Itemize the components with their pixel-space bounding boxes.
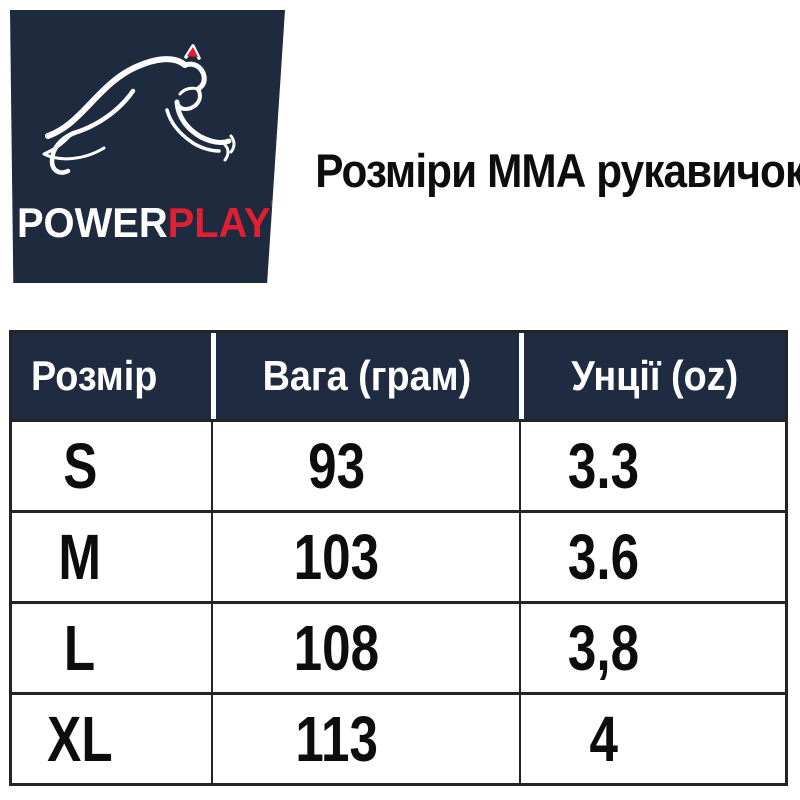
- column-header-weight: Вага (грам): [211, 333, 519, 419]
- weight-cell: 108: [211, 601, 519, 692]
- size-cell: L: [12, 601, 212, 692]
- oz-cell: 3.6: [518, 510, 785, 601]
- brand-power-text: POWER: [16, 199, 168, 246]
- red-ear-accent: [187, 47, 198, 57]
- page-title: Розміри ММА рукавичок: [315, 144, 800, 197]
- column-header-ounces: Унції (oz): [518, 333, 785, 419]
- weight-cell: 103: [211, 510, 519, 601]
- oz-cell: 3,8: [518, 601, 785, 692]
- table-row: XL 113 4: [12, 692, 785, 783]
- panther-icon: [42, 44, 236, 175]
- oz-cell: 4: [518, 692, 785, 783]
- registered-trademark-icon: ®: [270, 196, 281, 213]
- size-cell: S: [12, 419, 212, 510]
- weight-cell: 93: [211, 419, 519, 510]
- size-cell: M: [12, 510, 212, 601]
- oz-cell: 3.3: [518, 419, 785, 510]
- brand-wordmark: POWERPLAY®: [10, 196, 281, 247]
- brand-logo-block: POWERPLAY®: [10, 10, 285, 283]
- size-table: Розмір Вага (грам) Унції (oz) S 93 3.3 M…: [9, 330, 788, 786]
- brand-play-text: PLAY: [167, 199, 271, 246]
- table-row: S 93 3.3: [12, 419, 785, 510]
- weight-cell: 113: [211, 692, 519, 783]
- table-row: M 103 3.6: [12, 510, 785, 601]
- table-row: L 108 3,8: [12, 601, 785, 692]
- column-header-size: Розмір: [12, 333, 212, 419]
- size-cell: XL: [12, 692, 212, 783]
- table-header-row: Розмір Вага (грам) Унції (oz): [12, 333, 785, 419]
